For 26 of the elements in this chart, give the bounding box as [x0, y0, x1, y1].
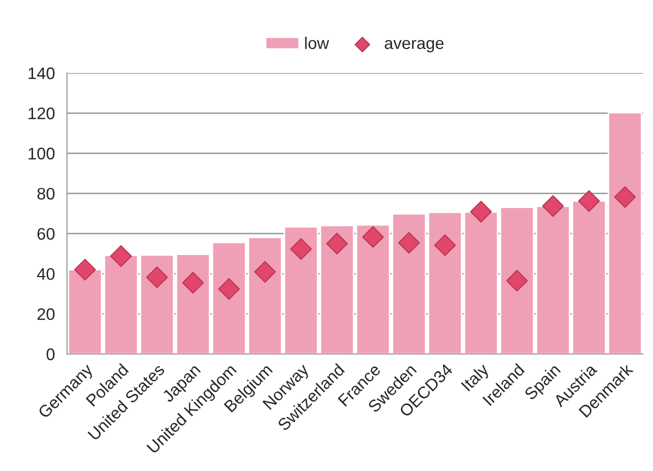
y-tick-label: 20	[37, 308, 55, 320]
legend-label: low	[305, 36, 330, 50]
legend-label: average	[384, 40, 444, 52]
y-tick-label: 60	[38, 228, 55, 240]
y-tick-label: 100	[28, 148, 55, 160]
point	[74, 258, 96, 281]
point	[182, 272, 204, 294]
point	[614, 186, 636, 208]
point	[542, 195, 564, 217]
y-tick-label: 140	[28, 67, 55, 80]
point	[326, 232, 348, 254]
point	[506, 270, 528, 292]
point	[362, 226, 384, 248]
point	[290, 238, 312, 260]
point	[218, 278, 240, 300]
point	[398, 232, 420, 254]
point	[470, 200, 492, 223]
y-tick-label: 120	[28, 108, 55, 120]
point	[110, 245, 132, 267]
point	[146, 266, 168, 288]
point	[434, 234, 456, 256]
y-tick-label: 0	[46, 348, 55, 360]
point	[254, 261, 276, 283]
y-tick-label: 80	[37, 188, 55, 200]
point	[578, 190, 600, 212]
y-tick-label: 40	[37, 268, 55, 280]
